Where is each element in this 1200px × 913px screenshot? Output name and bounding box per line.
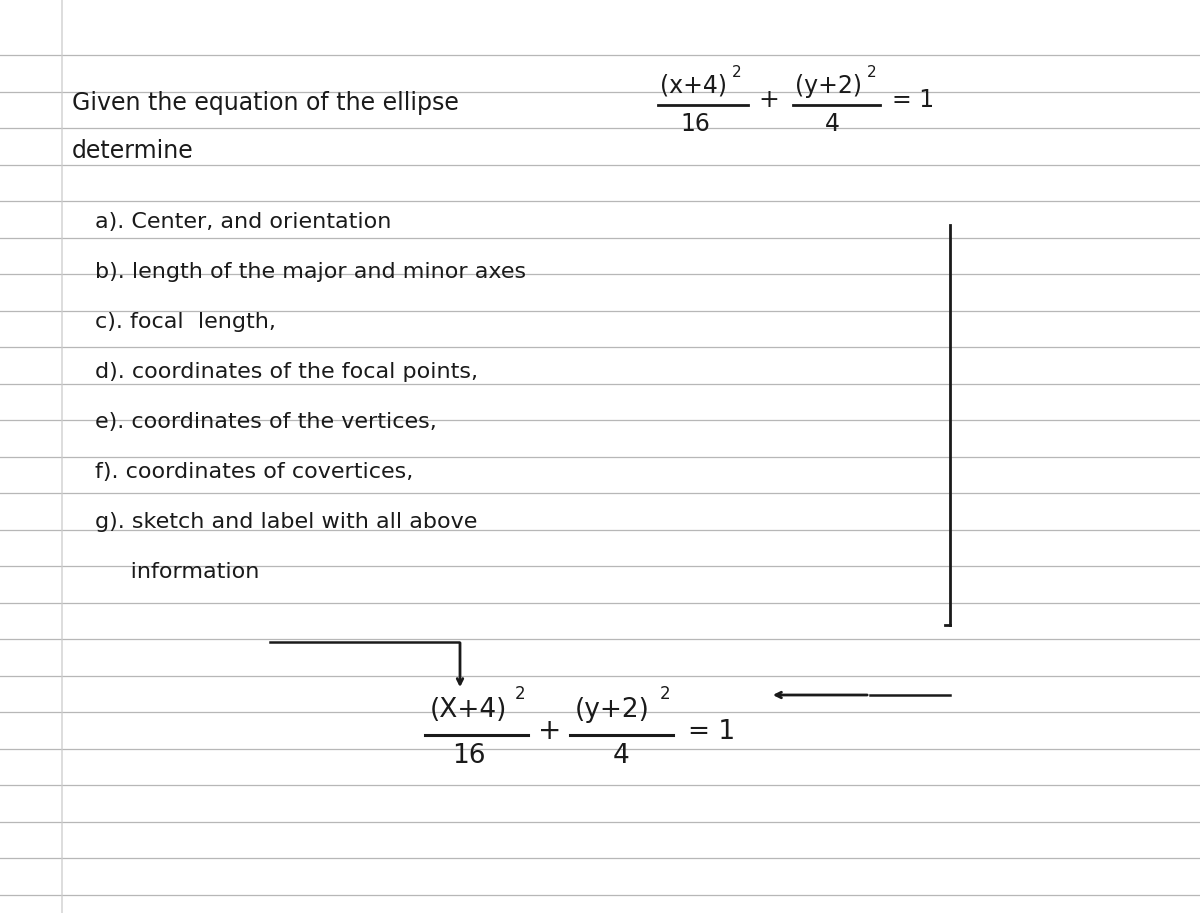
- Text: e). coordinates of the vertices,: e). coordinates of the vertices,: [95, 412, 437, 432]
- Text: 16: 16: [680, 112, 710, 136]
- Text: = 1: = 1: [892, 88, 934, 112]
- Text: (y+2): (y+2): [575, 697, 650, 723]
- Text: +: +: [758, 88, 779, 112]
- Text: 2: 2: [515, 685, 526, 703]
- Text: g). sketch and label with all above: g). sketch and label with all above: [95, 512, 478, 532]
- Text: 4: 4: [613, 743, 630, 769]
- Text: (x+4): (x+4): [660, 74, 727, 98]
- Text: determine: determine: [72, 139, 193, 163]
- Text: (X+4): (X+4): [430, 697, 508, 723]
- Text: c). focal  length,: c). focal length,: [95, 312, 276, 332]
- Text: f). coordinates of covertices,: f). coordinates of covertices,: [95, 462, 413, 482]
- Text: Given the equation of the ellipse: Given the equation of the ellipse: [72, 91, 458, 115]
- Text: 2: 2: [866, 65, 877, 80]
- Text: a). Center, and orientation: a). Center, and orientation: [95, 212, 391, 232]
- Text: 16: 16: [452, 743, 486, 769]
- Text: (y+2): (y+2): [796, 74, 862, 98]
- Text: d). coordinates of the focal points,: d). coordinates of the focal points,: [95, 362, 478, 382]
- Text: +: +: [538, 717, 562, 745]
- Text: = 1: = 1: [688, 719, 736, 745]
- Text: 2: 2: [660, 685, 671, 703]
- Text: 4: 4: [826, 112, 840, 136]
- Text: information: information: [95, 562, 259, 582]
- Text: 2: 2: [732, 65, 742, 80]
- Text: b). length of the major and minor axes: b). length of the major and minor axes: [95, 262, 526, 282]
